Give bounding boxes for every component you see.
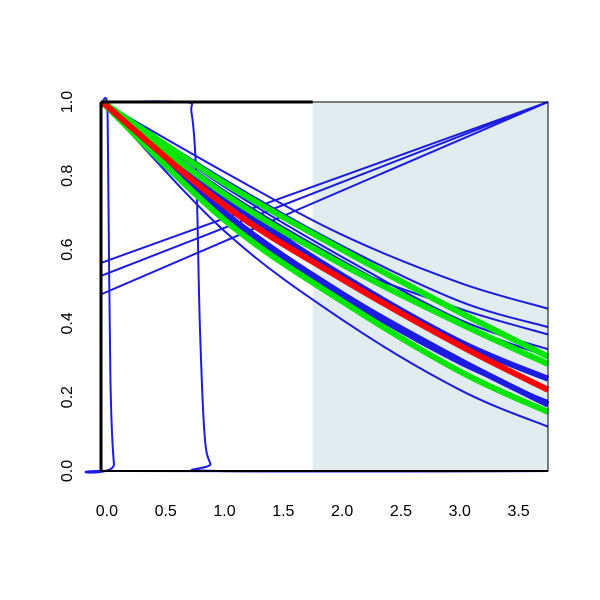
y-tick-label: 0.2	[59, 386, 76, 408]
y-tick-label: 0.8	[59, 165, 76, 187]
x-tick-label: 0.5	[155, 503, 177, 520]
series-line-7-blue	[101, 101, 549, 310]
series-line-3-blue	[101, 101, 549, 295]
shaded-region-layer	[312, 102, 548, 471]
series-line-4-blue	[101, 101, 549, 277]
series-line-15-green	[100, 99, 550, 360]
y-axis: 0.0 0.2 0.4 0.6 0.8 1.0	[59, 91, 76, 482]
x-tick-label: 0.0	[96, 503, 118, 520]
y-tick-label: 0.4	[59, 312, 76, 334]
x-tick-label: 3.0	[449, 503, 471, 520]
series-line-18-red	[100, 99, 550, 393]
series-line-14-blue	[100, 99, 550, 408]
x-tick-label: 3.5	[507, 503, 529, 520]
x-tick-label: 1.0	[213, 503, 235, 520]
y-tick-label: 0.6	[59, 238, 76, 260]
x-tick-label: 2.5	[390, 503, 412, 520]
y-tick-label: 0.0	[59, 460, 76, 482]
x-tick-label: 2.0	[331, 503, 353, 520]
shaded-region	[312, 102, 548, 471]
y-tick-label: 1.0	[59, 91, 76, 113]
series-layer	[84, 96, 550, 474]
series-line-5-blue	[101, 101, 549, 264]
series-line-16-green	[100, 99, 550, 367]
plot-frame-layer	[99, 100, 549, 472]
x-axis: 0.0 0.5 1.0 1.5 2.0 2.5 3.0 3.5	[96, 503, 530, 520]
series-line-11-blue	[101, 101, 549, 428]
x-tick-label: 1.5	[272, 503, 294, 520]
series-line-17-green	[100, 99, 550, 415]
